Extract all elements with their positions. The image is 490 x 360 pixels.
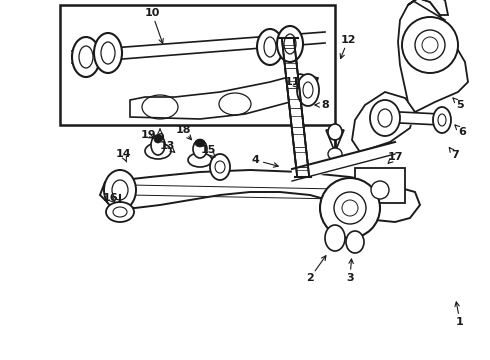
Text: 4: 4 (251, 155, 259, 165)
Text: 1: 1 (456, 317, 464, 327)
Circle shape (371, 181, 389, 199)
Ellipse shape (328, 124, 342, 140)
Circle shape (415, 30, 445, 60)
Circle shape (402, 17, 458, 73)
Text: 15: 15 (200, 145, 216, 155)
Bar (355, 168, 405, 203)
Text: 17: 17 (387, 152, 403, 162)
Polygon shape (326, 130, 344, 152)
Polygon shape (408, 0, 448, 15)
Circle shape (320, 178, 380, 238)
Ellipse shape (325, 225, 345, 251)
Text: 13: 13 (159, 141, 175, 151)
Text: 12: 12 (340, 35, 356, 45)
Text: 8: 8 (321, 100, 329, 110)
Polygon shape (282, 40, 309, 175)
Ellipse shape (188, 153, 212, 167)
Text: 5: 5 (456, 100, 464, 110)
Ellipse shape (210, 154, 230, 180)
Ellipse shape (277, 26, 303, 62)
Ellipse shape (370, 100, 400, 136)
Ellipse shape (72, 37, 100, 77)
Text: 7: 7 (451, 150, 459, 160)
Text: 14: 14 (115, 149, 131, 159)
Ellipse shape (145, 143, 171, 159)
Text: 18: 18 (175, 125, 191, 135)
Polygon shape (130, 74, 318, 119)
Polygon shape (352, 92, 415, 152)
Ellipse shape (94, 33, 122, 73)
Ellipse shape (104, 170, 136, 210)
Ellipse shape (195, 139, 205, 147)
Text: 19: 19 (140, 130, 156, 140)
Ellipse shape (154, 135, 162, 143)
Circle shape (334, 192, 366, 224)
Polygon shape (100, 170, 420, 222)
Ellipse shape (433, 107, 451, 133)
Ellipse shape (106, 202, 134, 222)
Text: 10: 10 (145, 8, 160, 18)
Text: 2: 2 (306, 273, 314, 283)
Ellipse shape (297, 74, 319, 106)
Ellipse shape (151, 135, 165, 155)
Text: 11: 11 (284, 77, 300, 87)
Ellipse shape (193, 140, 207, 158)
Text: 6: 6 (458, 127, 466, 137)
Polygon shape (398, 0, 468, 112)
Bar (60, 5, 335, 125)
Text: 16: 16 (102, 193, 118, 203)
Ellipse shape (257, 29, 283, 65)
Text: 3: 3 (346, 273, 354, 283)
Text: 9: 9 (156, 133, 164, 143)
Ellipse shape (328, 148, 342, 160)
Ellipse shape (346, 231, 364, 253)
